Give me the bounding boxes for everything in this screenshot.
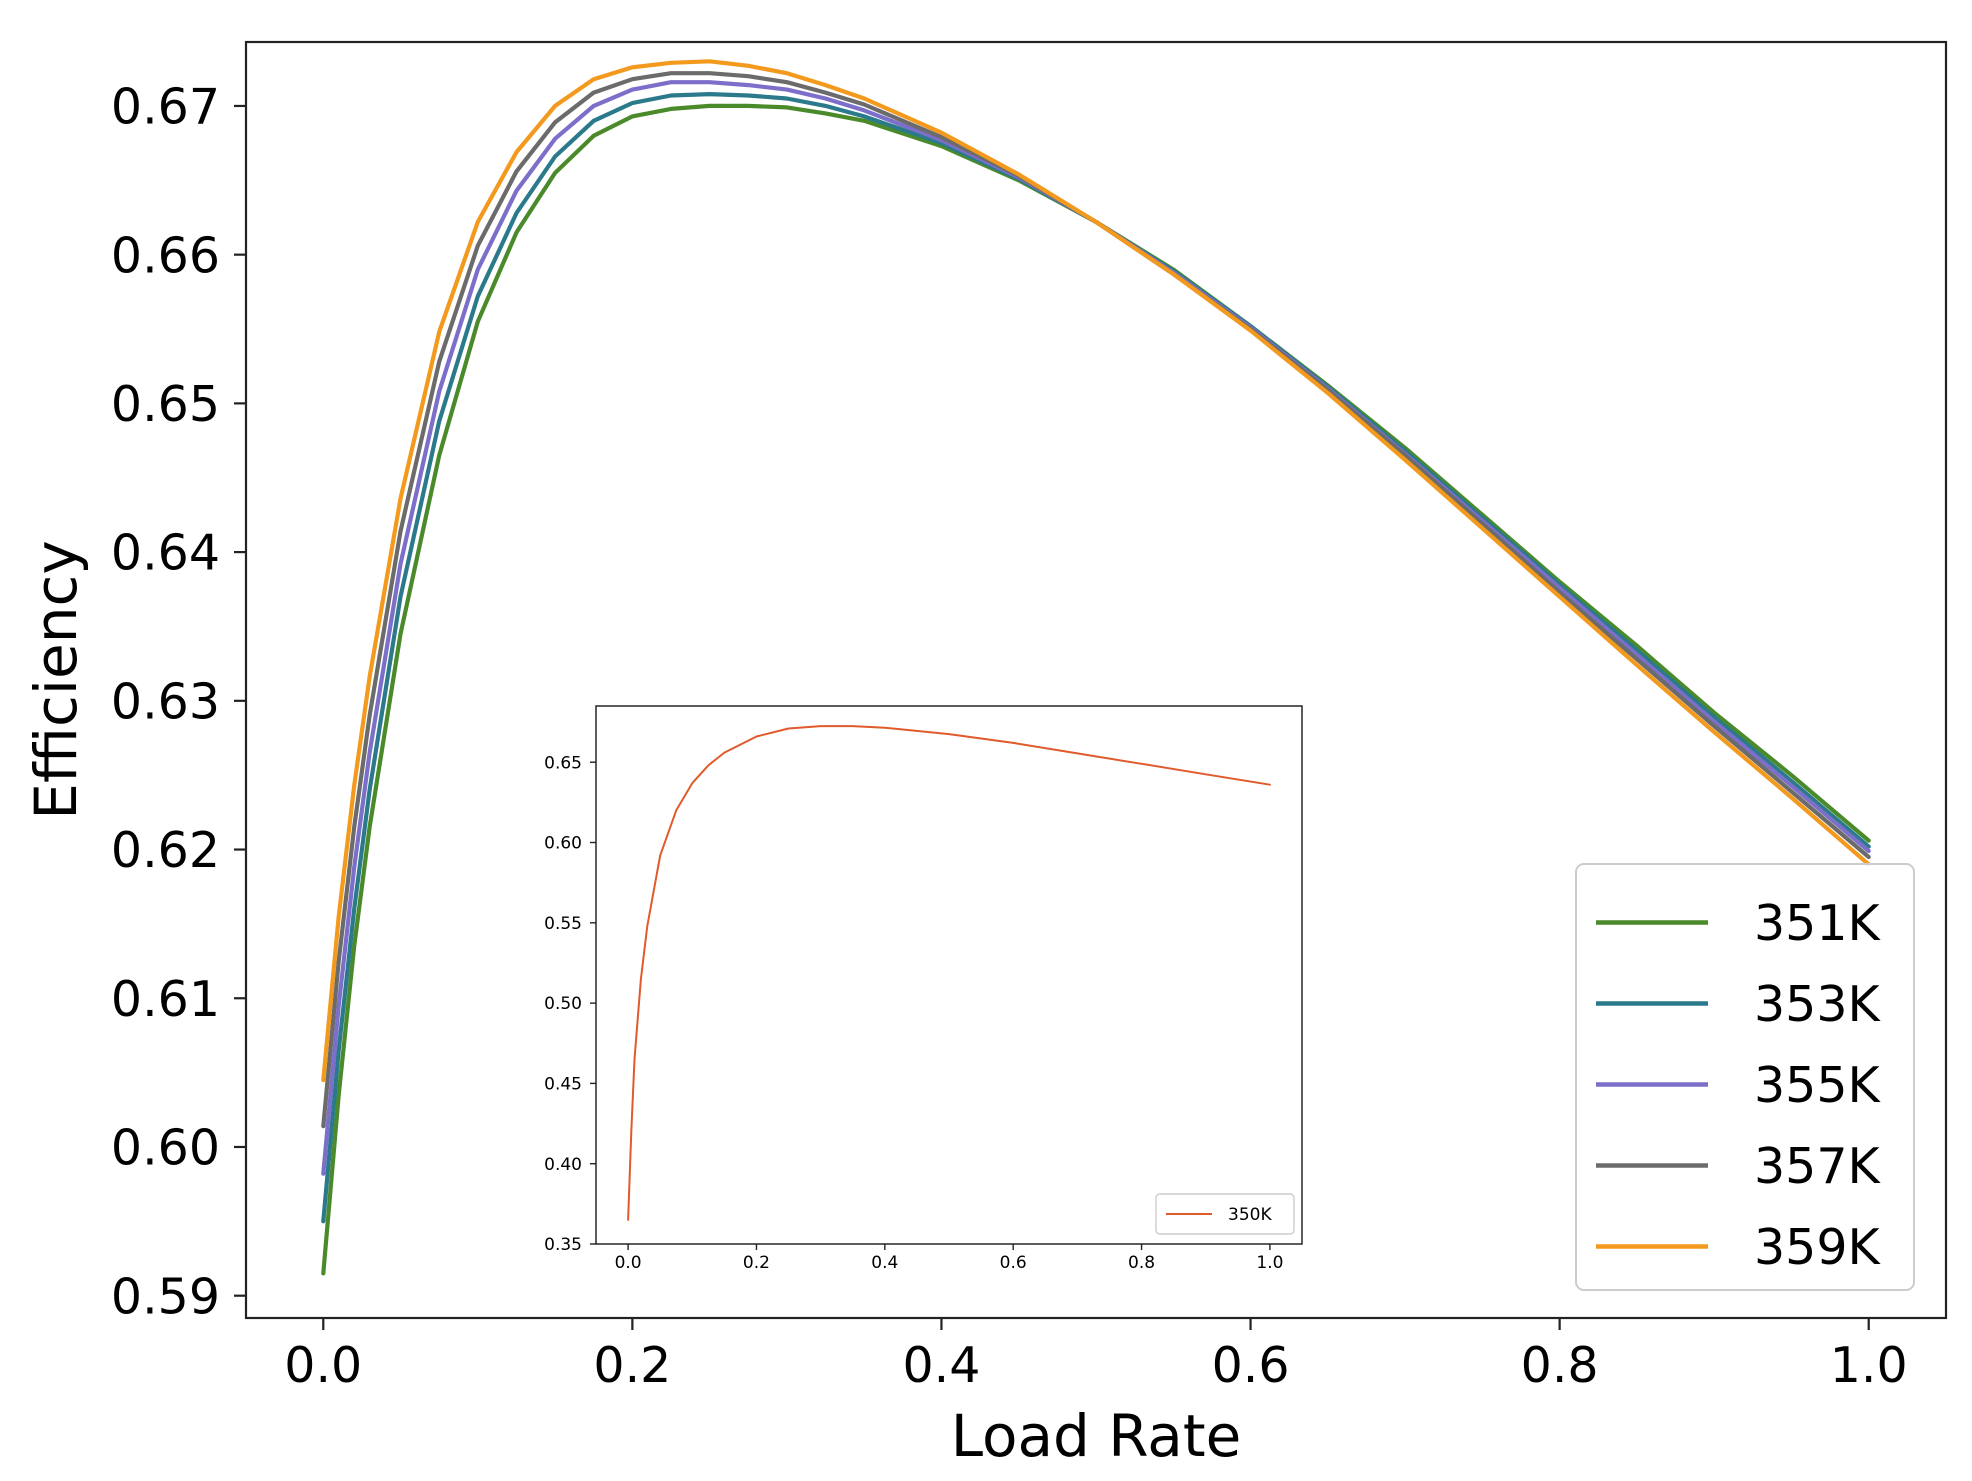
inset-series-lines [627,725,1271,1221]
main-x-axis-label: Load Rate [951,1402,1242,1470]
main-legend: 351K 353K 355K 357K 359K [1575,863,1915,1291]
legend-label-355K: 355K [1754,1057,1882,1114]
series-line-353K [321,91,1871,1224]
y-tick-label: 0.65 [111,376,220,433]
main-plot-frame [244,40,1948,1320]
legend-label-350K: 350K [1228,1205,1272,1225]
x-tick-label: 1.0 [1256,1253,1283,1273]
main-y-axis-label: Efficiency [22,540,90,819]
y-tick-label: 0.40 [544,1155,582,1175]
legend-box [1575,863,1915,1291]
series-line-355K [321,80,1871,1176]
x-tick-label: 0.6 [1212,1337,1290,1394]
y-tick-label: 0.45 [544,1075,582,1095]
y-tick-label: 0.59 [111,1268,220,1325]
y-tick-label: 0.35 [544,1235,582,1255]
legend-label-357K: 357K [1754,1138,1882,1195]
main-series-lines [321,59,1871,1276]
legend-label-351K: 351K [1754,895,1882,952]
series-line-357K [321,71,1871,1129]
x-tick-label: 0.8 [1128,1253,1155,1273]
y-tick-label: 0.64 [111,525,220,582]
x-tick-label: 0.4 [902,1337,980,1394]
y-tick-label: 0.66 [111,227,220,284]
series-line-350K [627,725,1271,1221]
legend-box [1155,1193,1295,1235]
inset-background [596,706,1302,1244]
inset-plot-frame [595,705,1303,1245]
main-x-ticks: 0.0 0.2 0.4 0.6 0.8 1.0 [284,1318,1908,1394]
x-tick-label: 0.2 [593,1337,671,1394]
x-tick-label: 0.6 [1000,1253,1027,1273]
y-tick-label: 0.61 [111,971,220,1028]
y-tick-label: 0.63 [111,673,220,730]
x-tick-label: 0.0 [284,1337,362,1394]
x-tick-label: 0.0 [615,1253,642,1273]
x-tick-label: 1.0 [1830,1337,1908,1394]
x-tick-label: 0.2 [743,1253,770,1273]
y-tick-label: 0.62 [111,822,220,879]
inset-legend: 350K [1155,1193,1295,1235]
inset-chart: 0.0 0.2 0.4 0.6 0.8 1.0 0.350.400.450.500.550… [544,705,1303,1273]
y-tick-label: 0.50 [544,994,582,1014]
legend-label-359K: 359K [1754,1219,1882,1276]
x-tick-label: 0.4 [871,1253,898,1273]
y-tick-label: 0.65 [544,753,582,773]
series-line-351K [321,103,1871,1276]
y-tick-label: 0.60 [544,834,582,854]
main-chart: 0.0 0.2 0.4 0.6 0.8 1.0 0.590.600.610.620.630… [22,40,1948,1470]
main-y-ticks: 0.59 0.60 0.61 0.62 0.63 0.64 0.65 0.66 0.67 [111,79,246,1325]
series-line-359K [321,59,1871,1083]
y-tick-label: 0.55 [544,914,582,934]
legend-label-353K: 353K [1754,976,1882,1033]
inset-x-ticks: 0.0 0.2 0.4 0.6 0.8 1.0 [615,1244,1283,1273]
y-tick-label: 0.60 [111,1120,220,1177]
inset-y-ticks: 0.35 0.40 0.45 0.50 0.55 0.60 0.65 [544,753,596,1255]
x-tick-label: 0.8 [1521,1337,1599,1394]
y-tick-label: 0.67 [111,79,220,136]
